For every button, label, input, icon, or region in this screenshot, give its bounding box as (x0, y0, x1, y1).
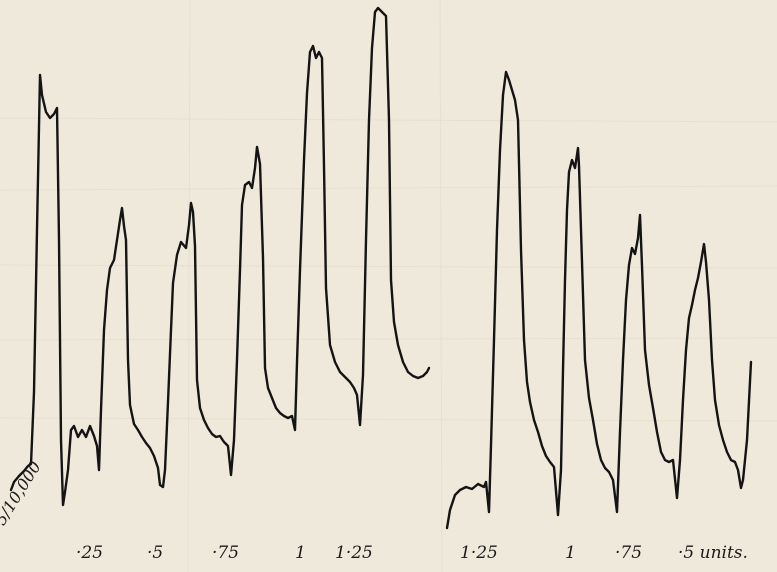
tracing-left-segment (9, 6, 431, 507)
dose-label-8: ·75 (615, 543, 643, 563)
dose-label-1: ·25 (76, 543, 104, 563)
dose-label-5: 1·25 (335, 543, 373, 563)
dose-label-4: 1 (295, 543, 306, 563)
dose-label-7: 1 (565, 543, 576, 563)
dose-label-3: ·75 (212, 543, 240, 563)
dose-label-2: ·5 (147, 543, 164, 563)
dose-label-6: 1·25 (460, 543, 498, 563)
tracing-right-segment (445, 70, 753, 530)
dose-label-9: ·5 units. (678, 543, 748, 563)
